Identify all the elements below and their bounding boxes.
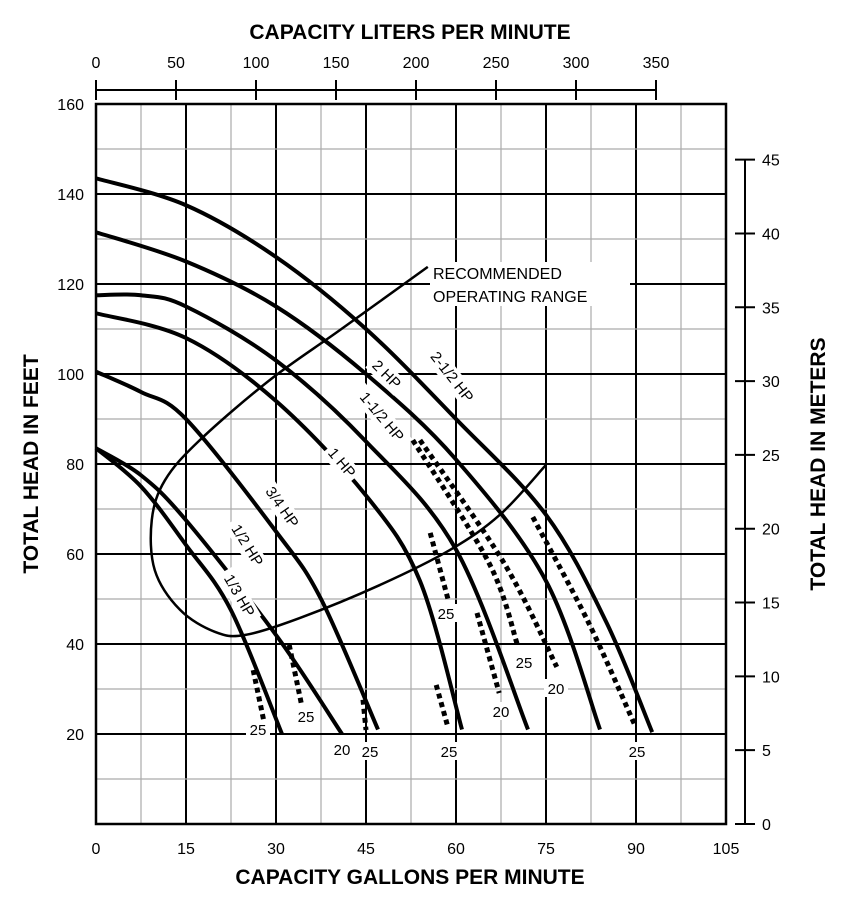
x-axis-title: CAPACITY GALLONS PER MINUTE [235,866,584,889]
y-tick-label: 20 [66,727,84,744]
operating-range-curve [149,265,547,638]
dotted-label-bg [358,742,382,760]
x-tick-label: 75 [537,841,555,858]
series-curve [94,446,344,736]
range-label-line2: OPERATING RANGE [433,289,587,306]
top-tick-label: 300 [563,55,590,72]
right-axis-title: TOTAL HEAD IN METERS [807,337,830,590]
dotted-branch-label: 25 [298,709,315,726]
dotted-branch-label: 25 [441,744,458,761]
series-curve [95,292,530,731]
dotted-branch-curve [530,515,638,727]
y-tick-label: 80 [66,457,84,474]
y-tick-label: 40 [66,637,84,654]
right-tick-label: 15 [762,596,780,613]
series-label-bg [216,566,262,626]
top-tick-label: 350 [643,55,670,72]
right-tick-label: 25 [762,448,780,465]
dotted-branch-curve [250,669,267,723]
series-label-bg [421,342,482,413]
y-tick-label: 120 [57,277,84,294]
x-tick-label: 0 [92,841,101,858]
right-tick-label: 35 [762,300,780,317]
right-tick-label: 40 [762,226,780,243]
right-tick-label: 20 [762,522,780,539]
x-tick-label: 105 [713,841,740,858]
y-tick-label: 60 [66,547,84,564]
y-tick-label: 140 [57,187,84,204]
dotted-branch-label: 25 [516,655,533,672]
top-tick-label: 100 [243,55,270,72]
series-curve [95,369,380,731]
dotted-branch-curve [360,699,369,731]
dotted-label-bg [544,679,568,697]
dotted-label-bg [294,707,318,725]
top-tick-label: 250 [483,55,510,72]
y-axis-title: TOTAL HEAD IN FEET [20,354,43,574]
right-tick-label: 10 [762,669,780,686]
grid [96,104,726,824]
dotted-branch-label: 25 [629,744,646,761]
x-tick-label: 30 [267,841,285,858]
range-label: RECOMMENDED OPERATING RANGE [430,262,630,306]
dotted-branch-label: 25 [438,606,455,623]
dotted-branch-label: 20 [548,681,565,698]
series-label: 1/3 HP [220,572,258,620]
series-label-bg [350,382,413,452]
top-tick-label: 50 [167,55,185,72]
dotted-label-bg [434,604,458,622]
x-tick-label: 60 [447,841,465,858]
series-label-bg [321,441,362,485]
dotted-branch-curve [286,644,304,704]
x-tick-label: 90 [627,841,645,858]
dotted-branch-label: 20 [334,742,351,759]
top-tick-label: 150 [323,55,350,72]
dotted-branch-curve [433,684,451,729]
series-curve [94,446,284,735]
dotted-branch-curve [410,438,520,645]
dotted-branches: 25 25 20 25 25 25 20 25 20 25 [246,438,649,761]
plot-frame [94,102,728,826]
y-tick-label: 160 [57,97,84,114]
series-label-group: 1-1/2 HP [350,382,413,452]
dotted-label-bg [437,742,461,760]
series-label-bg [257,478,306,537]
dotted-branch-label: 20 [493,704,510,721]
top-axis-title: CAPACITY LITERS PER MINUTE [249,21,570,44]
x-tick-label: 45 [357,841,375,858]
series-label-bg [365,353,408,396]
dotted-branch-label: 25 [250,722,267,739]
series-curve [95,230,602,731]
series-label-bg [223,516,270,575]
top-tick-label: 200 [403,55,430,72]
dotted-label-bg [625,742,649,760]
right-tick-label: 30 [762,374,780,391]
range-label-line1: RECOMMENDED [433,266,562,283]
dotted-branch-curve [427,532,451,601]
top-tick-label: 0 [92,55,101,72]
series-label-group: 3/4 HP [257,478,306,537]
dotted-branch-label: 25 [362,744,379,761]
dotted-label-bg [246,720,270,738]
series-curves [94,176,655,736]
series-label-group: 2-1/2 HP [421,342,482,413]
series-curve [95,176,655,733]
right-tick-label: 0 [762,817,771,834]
dotted-label-bg [512,653,536,671]
right-tick-label: 5 [762,743,771,760]
y-tick-label: 100 [57,367,84,384]
dotted-label-bg [330,740,354,758]
recommended-operating-range [149,265,547,638]
dotted-branch-curve [417,438,560,669]
x-tick-label: 15 [177,841,195,858]
dotted-label-bg [489,702,513,720]
right-tick-label: 45 [762,153,780,170]
